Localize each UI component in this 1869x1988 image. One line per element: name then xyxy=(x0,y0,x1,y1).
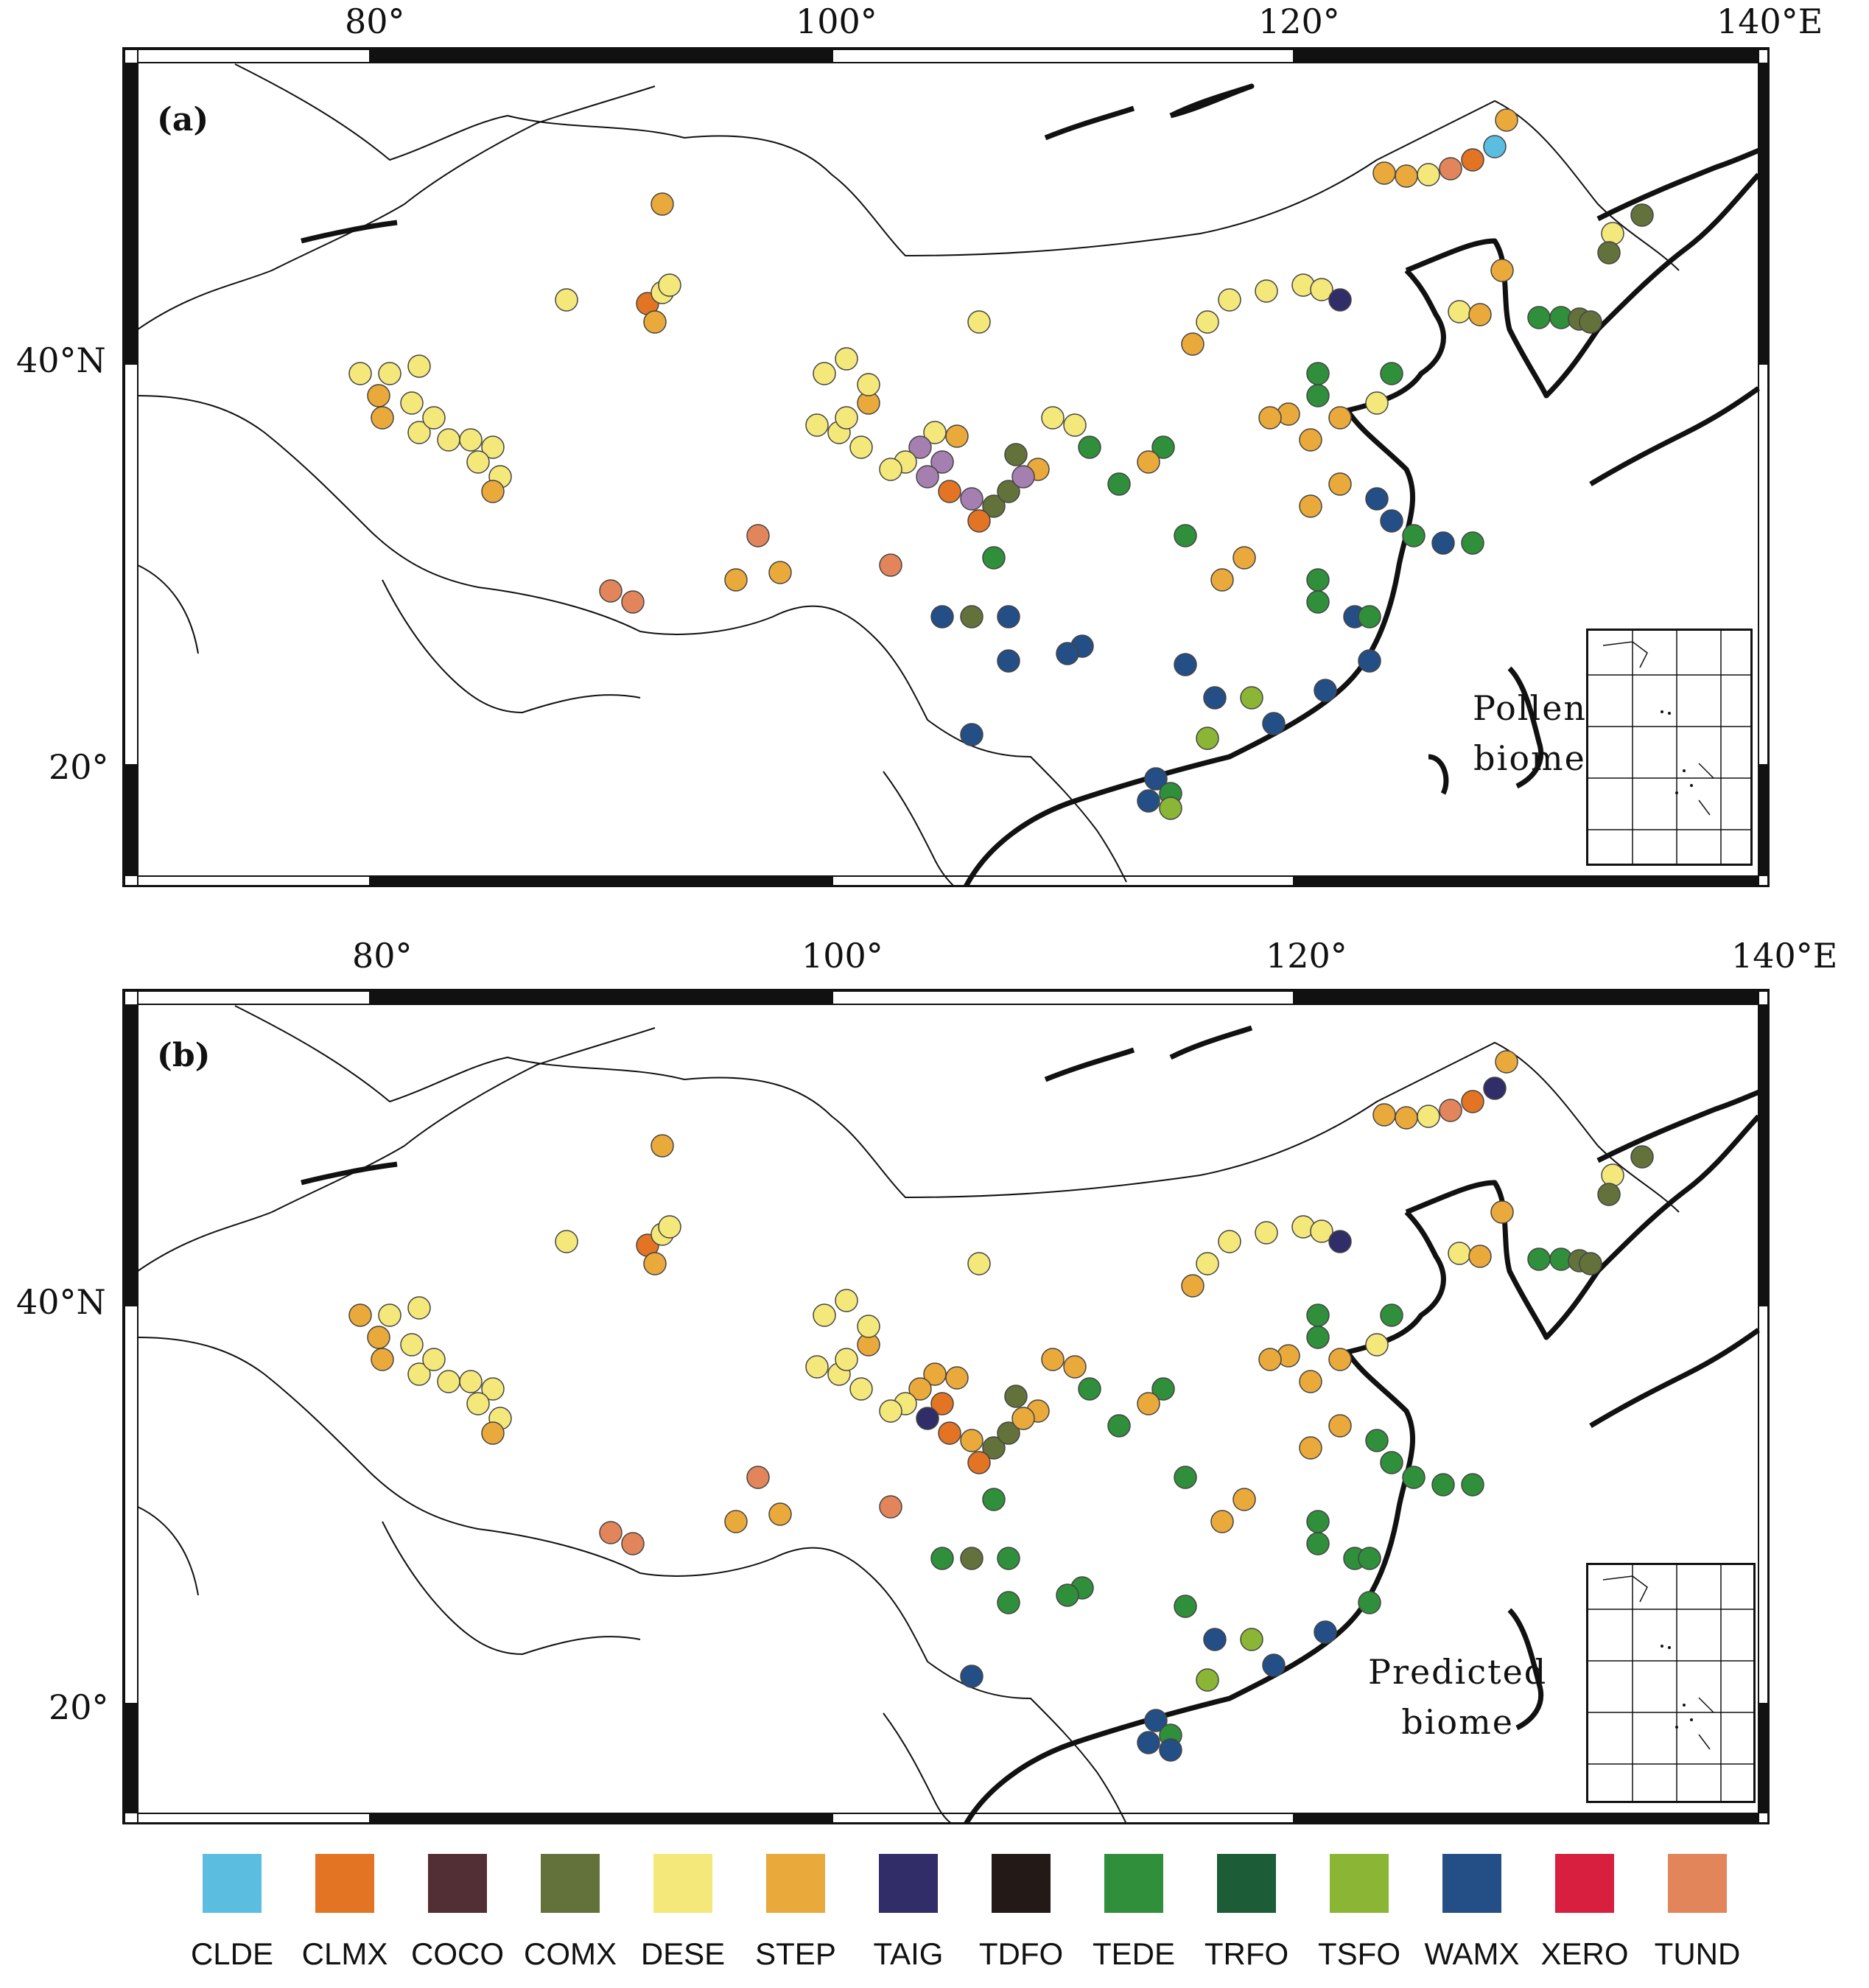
legend-swatch xyxy=(653,1854,712,1913)
panel-a: 80° 100° 120° 140°E 40°N 20° xyxy=(0,0,1869,899)
legend-swatch xyxy=(541,1854,600,1913)
legend-item-taig: TAIG xyxy=(853,1854,964,1972)
inset-map-a xyxy=(1586,629,1753,866)
caption-b-line2: biome xyxy=(1401,1702,1514,1742)
legend-swatch xyxy=(1442,1854,1501,1913)
lon-label-100: 100° xyxy=(796,1,877,41)
caption-b: Predicted biome xyxy=(1368,1647,1547,1747)
site-markers-a xyxy=(348,108,1654,820)
lon-label-120: 120° xyxy=(1258,1,1340,41)
lat-label-20: 20° xyxy=(49,747,109,787)
legend-item-clmx: CLMX xyxy=(290,1854,400,1972)
inset-b-graticule xyxy=(1588,1565,1753,1801)
legend-label: TEDE xyxy=(1092,1936,1175,1971)
legend-label: COMX xyxy=(524,1936,617,1971)
legend-label: TAIG xyxy=(873,1936,944,1971)
lon-label-80: 80° xyxy=(345,1,405,41)
legend-item-wamx: WAMX xyxy=(1417,1854,1527,1972)
legend-label: TRFO xyxy=(1204,1936,1289,1971)
map-a xyxy=(125,49,1767,885)
lat-label-40n: 40°N xyxy=(16,340,106,380)
legend-item-step: STEP xyxy=(740,1854,851,1972)
legend-item-tede: TEDE xyxy=(1079,1854,1189,1972)
legend-swatch xyxy=(879,1854,938,1913)
lat-label-40n: 40°N xyxy=(16,1282,106,1322)
panel-label-b: (b) xyxy=(157,1037,211,1074)
legend-item-tund: TUND xyxy=(1642,1854,1753,1972)
legend-swatch xyxy=(1668,1854,1727,1913)
legend-swatch xyxy=(203,1854,262,1913)
legend-item-clde: CLDE xyxy=(177,1854,287,1972)
legend-item-tsfo: TSFO xyxy=(1304,1854,1414,1972)
map-frame-b: (b) Predicted biome xyxy=(122,989,1770,1824)
legend-swatch xyxy=(1104,1854,1163,1913)
legend-swatch xyxy=(428,1854,487,1913)
biome-legend: CLDE CLMX COCO COMX DESE STEP TAIG TDFO TEDE TRFO… xyxy=(177,1854,1740,1983)
caption-a: Pollen biome xyxy=(1473,683,1587,783)
legend-label: TUND xyxy=(1654,1936,1741,1971)
inset-a-graticule xyxy=(1588,631,1750,864)
legend-label: CLDE xyxy=(190,1936,274,1971)
caption-b-line1: Predicted xyxy=(1368,1652,1548,1692)
map-frame-a: (a) Pollen biome xyxy=(122,47,1770,887)
caption-a-line2: biome xyxy=(1473,738,1586,778)
legend-item-comx: COMX xyxy=(515,1854,625,1972)
legend-swatch xyxy=(766,1854,825,1913)
legend-label: CLMX xyxy=(301,1936,388,1971)
legend-label: TSFO xyxy=(1318,1936,1400,1971)
legend-label: STEP xyxy=(755,1936,836,1971)
map-b xyxy=(125,991,1767,1822)
legend-item-coco: COCO xyxy=(402,1854,513,1972)
lon-label-140e: 140°E xyxy=(1717,1,1823,41)
legend-swatch xyxy=(315,1854,374,1913)
legend-item-tdfo: TDFO xyxy=(966,1854,1076,1972)
lon-label-140e: 140°E xyxy=(1731,936,1838,976)
legend-label: XERO xyxy=(1540,1936,1629,1971)
lat-label-20: 20° xyxy=(49,1687,109,1727)
legend-label: DESE xyxy=(640,1936,726,1971)
lon-label-80: 80° xyxy=(352,936,413,976)
legend-swatch xyxy=(992,1854,1051,1913)
panel-label-a: (a) xyxy=(157,101,209,139)
legend-item-trfo: TRFO xyxy=(1191,1854,1302,1972)
legend-item-xero: XERO xyxy=(1529,1854,1640,1972)
legend-swatch xyxy=(1217,1854,1276,1913)
legend-swatch xyxy=(1330,1854,1389,1913)
inset-map-b xyxy=(1586,1563,1756,1803)
lon-label-120: 120° xyxy=(1266,936,1347,976)
legend-label: COCO xyxy=(411,1936,504,1971)
legend-label: TDFO xyxy=(978,1936,1064,1971)
lon-label-100: 100° xyxy=(802,936,883,976)
panel-b: 80° 100° 120° 140°E 40°N 20° xyxy=(0,936,1869,1827)
site-markers-b xyxy=(348,1050,1654,1762)
caption-a-line1: Pollen xyxy=(1473,688,1588,728)
legend-label: WAMX xyxy=(1424,1936,1520,1971)
legend-item-dese: DESE xyxy=(628,1854,738,1972)
legend-swatch xyxy=(1555,1854,1614,1913)
